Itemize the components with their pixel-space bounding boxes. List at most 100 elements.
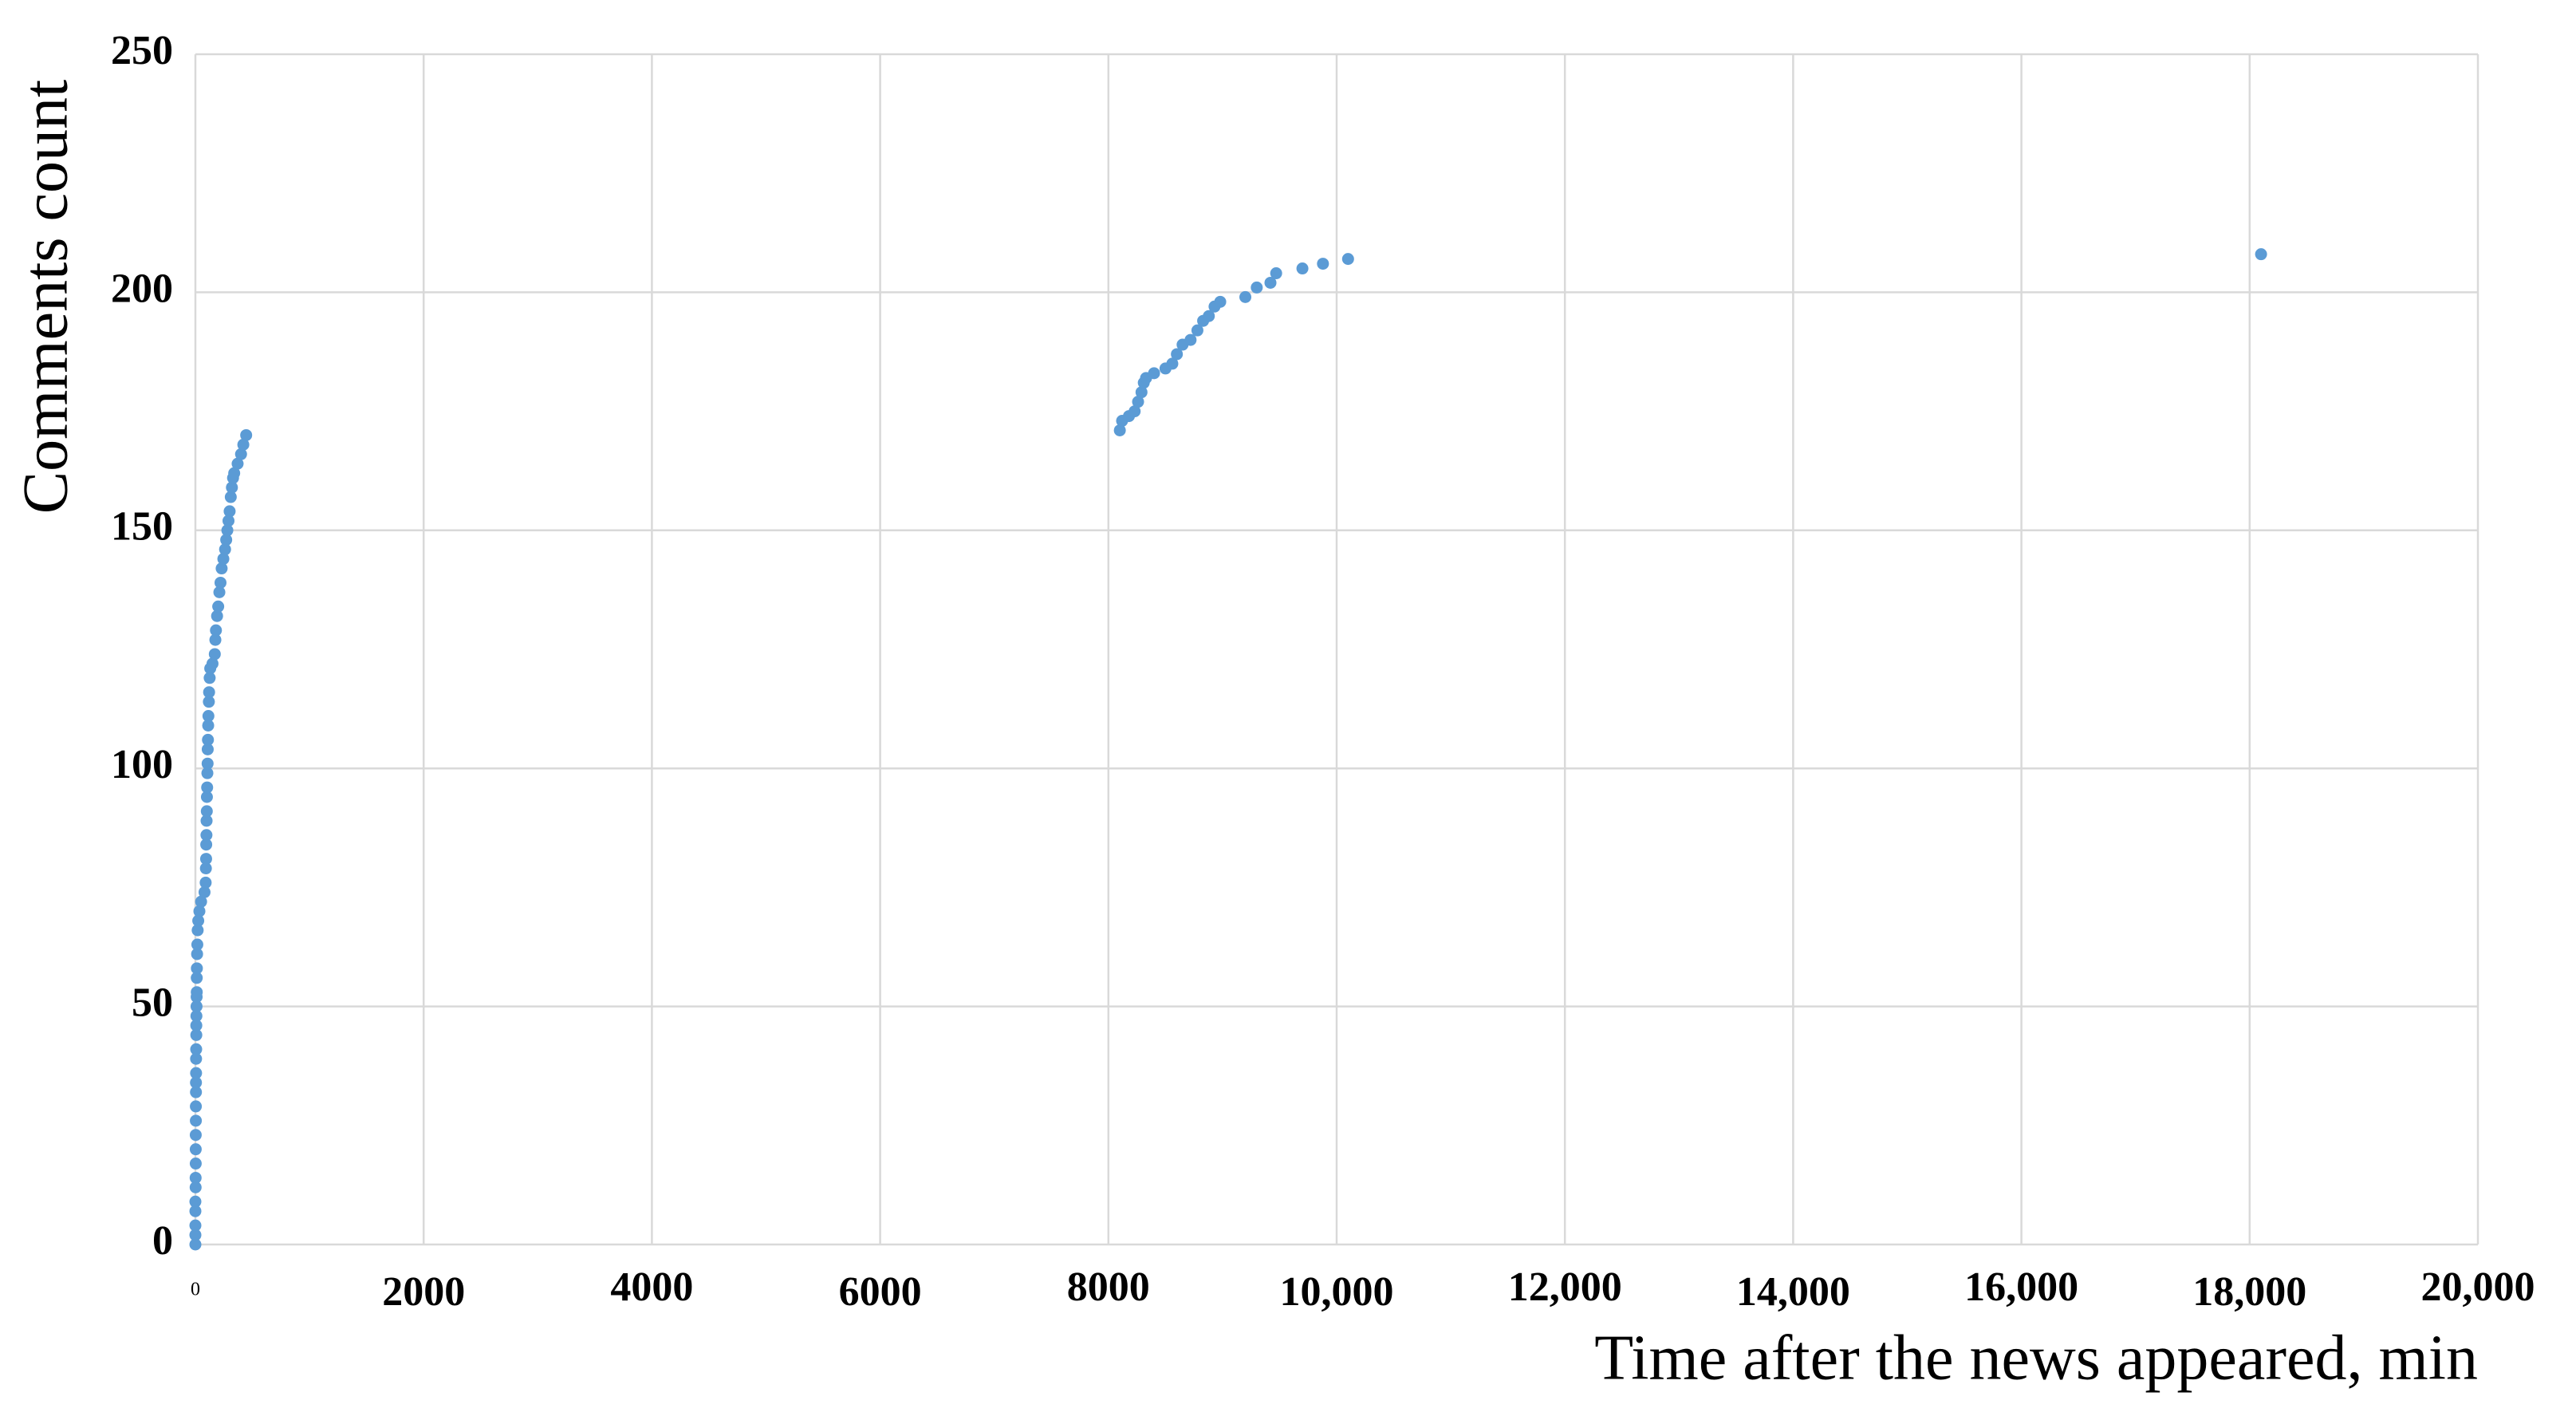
x-tick-label: 8000 xyxy=(1067,1264,1150,1310)
data-point xyxy=(189,1171,202,1184)
data-point xyxy=(209,633,222,646)
y-tick-label: 250 xyxy=(111,28,173,73)
data-point xyxy=(1270,267,1282,280)
data-point xyxy=(1171,348,1184,361)
data-point xyxy=(202,733,215,746)
x-tick-label: 2000 xyxy=(382,1269,465,1315)
data-point xyxy=(1296,262,1309,275)
data-point xyxy=(1135,386,1148,399)
data-point xyxy=(191,986,203,999)
data-point xyxy=(198,885,211,898)
data-point xyxy=(214,576,226,589)
data-point xyxy=(220,534,233,546)
data-point xyxy=(1341,253,1354,266)
data-point xyxy=(213,586,226,598)
data-point xyxy=(215,562,228,575)
data-point xyxy=(191,948,203,960)
y-tick-label: 50 xyxy=(132,980,173,1026)
data-point xyxy=(190,1076,203,1089)
data-point xyxy=(1132,396,1144,408)
data-point xyxy=(200,838,213,851)
data-point xyxy=(190,1114,203,1127)
x-tick-label: 0 xyxy=(191,1280,200,1300)
data-point xyxy=(191,972,203,984)
data-point xyxy=(201,743,214,755)
data-point xyxy=(189,1181,202,1193)
data-point xyxy=(190,1052,203,1065)
y-axis-title: Comments count xyxy=(10,80,81,514)
data-point xyxy=(210,624,223,637)
data-point xyxy=(202,710,215,723)
data-point xyxy=(200,814,213,827)
data-point xyxy=(189,1158,202,1170)
data-point xyxy=(206,657,219,670)
data-point xyxy=(199,853,212,866)
data-point xyxy=(190,1028,203,1041)
data-point xyxy=(1214,295,1227,308)
data-point xyxy=(193,905,206,917)
data-point xyxy=(200,791,213,803)
x-tick-label: 20,000 xyxy=(2421,1264,2535,1310)
data-point xyxy=(240,428,253,441)
data-point xyxy=(1317,258,1329,270)
data-point xyxy=(189,1219,202,1232)
data-point xyxy=(189,1129,202,1142)
data-point xyxy=(189,1238,202,1251)
data-point xyxy=(189,1205,202,1217)
data-point xyxy=(191,924,204,937)
data-point xyxy=(1191,324,1203,337)
data-point xyxy=(222,515,234,527)
data-point xyxy=(1239,290,1252,303)
data-point xyxy=(190,1000,203,1013)
data-point xyxy=(190,1019,203,1031)
x-tick-label: 12,000 xyxy=(1508,1264,1622,1310)
x-tick-label: 18,000 xyxy=(2192,1269,2306,1315)
x-tick-label: 16,000 xyxy=(1964,1264,2078,1310)
data-point xyxy=(211,609,223,622)
data-point xyxy=(190,1067,203,1079)
data-point xyxy=(1166,357,1179,370)
data-point xyxy=(190,1100,203,1113)
data-point xyxy=(223,505,236,518)
data-point xyxy=(195,895,207,908)
data-point xyxy=(226,481,238,494)
data-point xyxy=(192,914,205,927)
data-point xyxy=(1148,367,1160,380)
data-point xyxy=(234,448,247,460)
data-point xyxy=(190,1010,203,1023)
data-point xyxy=(228,467,241,479)
data-point xyxy=(189,1229,202,1241)
y-tick-label: 100 xyxy=(111,742,173,787)
x-axis-title: Time after the news appeared, min xyxy=(1594,1323,2478,1393)
data-point xyxy=(1264,276,1277,289)
data-point xyxy=(189,1195,202,1208)
data-point xyxy=(237,438,250,451)
data-point xyxy=(224,491,237,503)
y-tick-label: 200 xyxy=(111,266,173,311)
data-point xyxy=(231,457,244,470)
data-point xyxy=(208,648,221,661)
x-tick-label: 4000 xyxy=(610,1264,693,1310)
data-point xyxy=(1203,310,1215,322)
data-point xyxy=(2255,248,2267,261)
data-point xyxy=(203,686,215,699)
x-tick-label: 6000 xyxy=(839,1269,922,1315)
data-point xyxy=(190,1086,203,1098)
data-point xyxy=(202,719,215,732)
data-point xyxy=(201,757,214,770)
data-point xyxy=(189,1143,202,1156)
data-point xyxy=(199,862,212,875)
data-point xyxy=(201,781,214,794)
data-point xyxy=(199,876,212,889)
data-point xyxy=(201,767,214,779)
x-tick-label: 10,000 xyxy=(1280,1269,1394,1315)
y-tick-label: 0 xyxy=(152,1218,173,1264)
data-point xyxy=(1113,424,1126,436)
data-point xyxy=(191,962,203,975)
data-point xyxy=(190,1043,203,1055)
data-point xyxy=(203,696,215,708)
y-tick-label: 150 xyxy=(111,504,173,550)
